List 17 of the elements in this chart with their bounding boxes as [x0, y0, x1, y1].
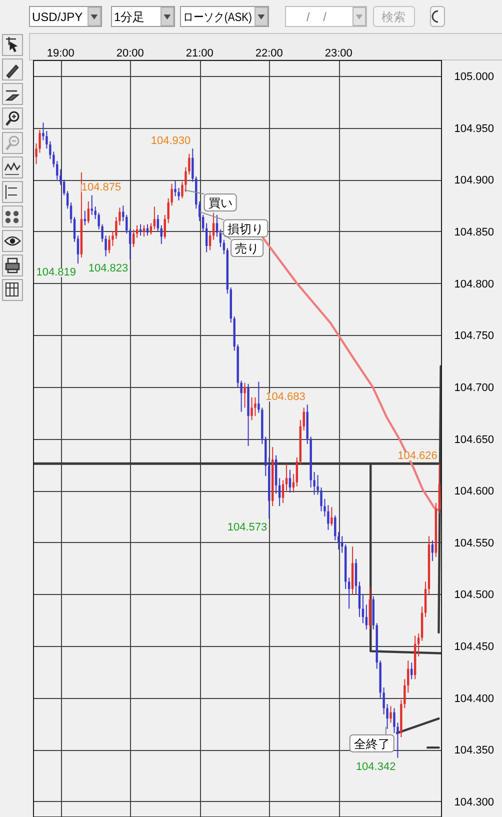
annotation: 104.683	[266, 391, 306, 404]
annotation: 検索	[382, 10, 406, 24]
annotation: 104.819	[36, 266, 76, 279]
annotation: 104.626	[398, 450, 438, 462]
annotation: / /	[306, 10, 332, 24]
annotation: 損切り	[228, 222, 264, 236]
annotation: 104.823	[88, 262, 128, 274]
annotation: 104.573	[227, 522, 268, 534]
annotation: 104.342	[356, 760, 396, 773]
annotation: 全終了	[354, 736, 390, 751]
annotation: ローソク(ASK)	[183, 10, 264, 24]
annotation: 104.875	[81, 182, 122, 194]
annotation: 買い	[208, 196, 232, 210]
annotation: 1分足	[114, 10, 145, 24]
title: USD/JPY	[32, 10, 83, 24]
annotation: 104.930	[150, 135, 191, 148]
annotation: 売り	[235, 242, 260, 256]
